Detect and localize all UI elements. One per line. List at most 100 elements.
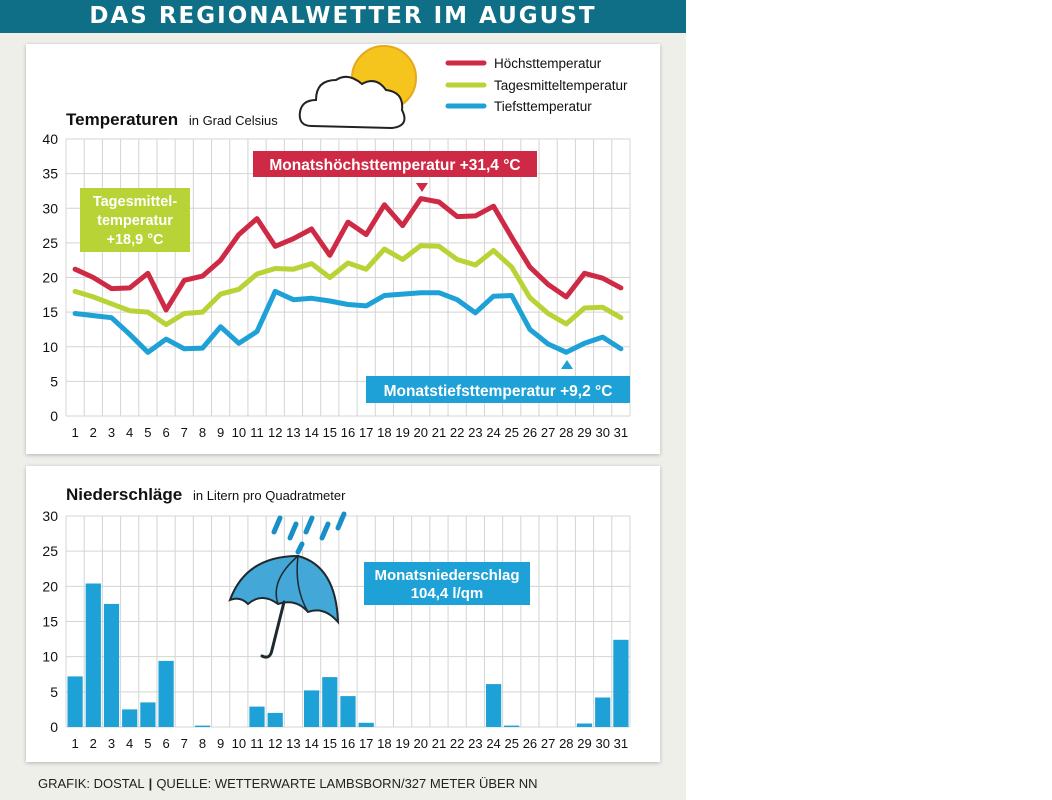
rain-bar [613,639,629,727]
footer: GRAFIK: DOSTAL | QUELLE: WETTERWARTE LAMBS… [38,776,537,791]
rain-x-tick-label: 6 [162,736,169,751]
rain-bar [576,723,593,727]
rain-bar [158,660,174,727]
rain-bar [194,725,211,727]
rain-bar [85,583,101,727]
rain-x-tick-label: 26 [523,736,537,751]
temp-x-tick-label: 6 [162,425,169,440]
rain-y-tick-label: 5 [50,684,58,700]
annotation-max-marker [416,183,428,192]
rain-bar [504,725,520,727]
rain-x-tick-label: 7 [181,736,188,751]
rain-x-tick-label: 30 [595,736,609,751]
temp-y-tick-label: 40 [42,131,58,147]
temp-x-tick-label: 10 [232,425,246,440]
sun-cloud-icon [298,45,417,130]
annotation-mean-line-2: temperatur [97,213,173,229]
rain-x-tick-label: 18 [377,736,391,751]
rain-bar [67,676,83,727]
temp-y-tick-label: 30 [42,200,58,216]
temp-x-tick-label: 17 [359,425,373,440]
series-line-mean [72,243,624,328]
annotation-rain-total: Monatsniederschlag 104,4 l/qm [364,562,530,605]
temp-x-tick-label: 3 [108,425,115,440]
rain-x-tick-label: 15 [323,736,337,751]
annotation-min: Monatstiefsttemperatur +9,2 °C [366,360,630,403]
rain-x-tick-label: 16 [341,736,355,751]
temp-y-tick-label: 35 [42,166,58,182]
temperature-title: Temperaturen [66,110,178,129]
annotation-mean: Tagesmittel- temperatur +18,9 °C [80,188,190,252]
rain-bar [486,684,502,727]
temp-x-tick-label: 5 [144,425,151,440]
temp-x-tick-label: 15 [323,425,337,440]
umbrella-rain-icon [228,511,347,659]
rain-x-tick-label: 9 [217,736,224,751]
rain-x-tick-label: 23 [468,736,482,751]
temp-x-tick-label: 14 [304,425,318,440]
rain-x-tick-label: 8 [199,736,206,751]
rain-x-tick-label: 3 [108,736,115,751]
rain-x-tick-label: 25 [505,736,519,751]
temp-x-tick-label: 2 [90,425,97,440]
temp-x-tick-label: 30 [595,425,609,440]
temp-x-tick-label: 1 [71,425,78,440]
rain-x-tick-label: 21 [432,736,446,751]
rain-x-tick-label: 2 [90,736,97,751]
precipitation-y-ticks: 0 5 10 15 20 25 30 [42,508,58,735]
temp-y-tick-label: 0 [50,408,58,424]
temperature-subtitle: in Grad Celsius [189,113,278,128]
temp-x-tick-label: 19 [395,425,409,440]
temp-x-tick-label: 16 [341,425,355,440]
rain-bar [249,706,265,727]
temp-x-tick-label: 24 [486,425,500,440]
rain-bar [340,696,356,727]
rain-x-tick-label: 27 [541,736,555,751]
rain-x-tick-label: 28 [559,736,573,751]
temperature-lines [72,196,624,355]
temp-x-tick-label: 8 [199,425,206,440]
temp-x-tick-label: 31 [614,425,628,440]
annotation-min-text: Monatstiefsttemperatur +9,2 °C [384,383,613,400]
rain-y-tick-label: 30 [42,508,58,524]
temperature-legend: Höchsttemperatur Tagesmitteltemperatur T… [445,56,628,114]
precipitation-subtitle: in Litern pro Quadratmeter [193,488,346,503]
temp-x-tick-label: 9 [217,425,224,440]
rain-y-tick-label: 15 [42,614,58,630]
temp-x-tick-label: 12 [268,425,282,440]
temp-y-tick-label: 25 [42,235,58,251]
svg-text:Niederschläge in Liter: Niederschläge in Litern pro Quadratmeter [66,485,346,504]
temp-x-tick-label: 13 [286,425,300,440]
temp-x-tick-label: 25 [505,425,519,440]
annotation-mean-line-1: Tagesmittel- [93,194,178,210]
temp-x-tick-label: 20 [414,425,428,440]
page-title: DAS REGIONALWETTER IM AUGUST [0,0,686,33]
legend-label-max: Höchsttemperatur [494,56,602,71]
series-line-max [72,196,624,313]
footer-separator: | [148,776,153,791]
precipitation-title: Niederschläge [66,485,182,504]
rain-bar [322,677,338,727]
temperature-chart: Temperaturen in Grad Celsius Höchsttempe… [42,45,631,440]
rain-x-tick-label: 29 [577,736,591,751]
temp-x-tick-label: 21 [432,425,446,440]
footer-credit: GRAFIK: DOSTAL [38,776,145,791]
annotation-max-text: Monatshöchsttemperatur +31,4 °C [269,157,520,174]
annotation-min-marker [561,360,573,369]
rain-x-tick-label: 14 [304,736,318,751]
annotation-rain-line-2: 104,4 l/qm [411,585,484,602]
rain-bar [103,603,120,727]
temp-x-tick-label: 7 [181,425,188,440]
annotation-max: Monatshöchsttemperatur +31,4 °C [253,151,537,192]
temp-y-tick-label: 20 [42,270,58,286]
rain-y-tick-label: 25 [42,543,58,559]
rain-x-tick-label: 31 [614,736,628,751]
rain-bar [140,702,156,727]
rain-bar [304,690,320,727]
footer-source: QUELLE: WETTERWARTE LAMBSBORN/327 METER … [156,776,538,791]
rain-x-tick-label: 12 [268,736,282,751]
temp-x-tick-label: 18 [377,425,391,440]
precipitation-bars [67,583,629,727]
